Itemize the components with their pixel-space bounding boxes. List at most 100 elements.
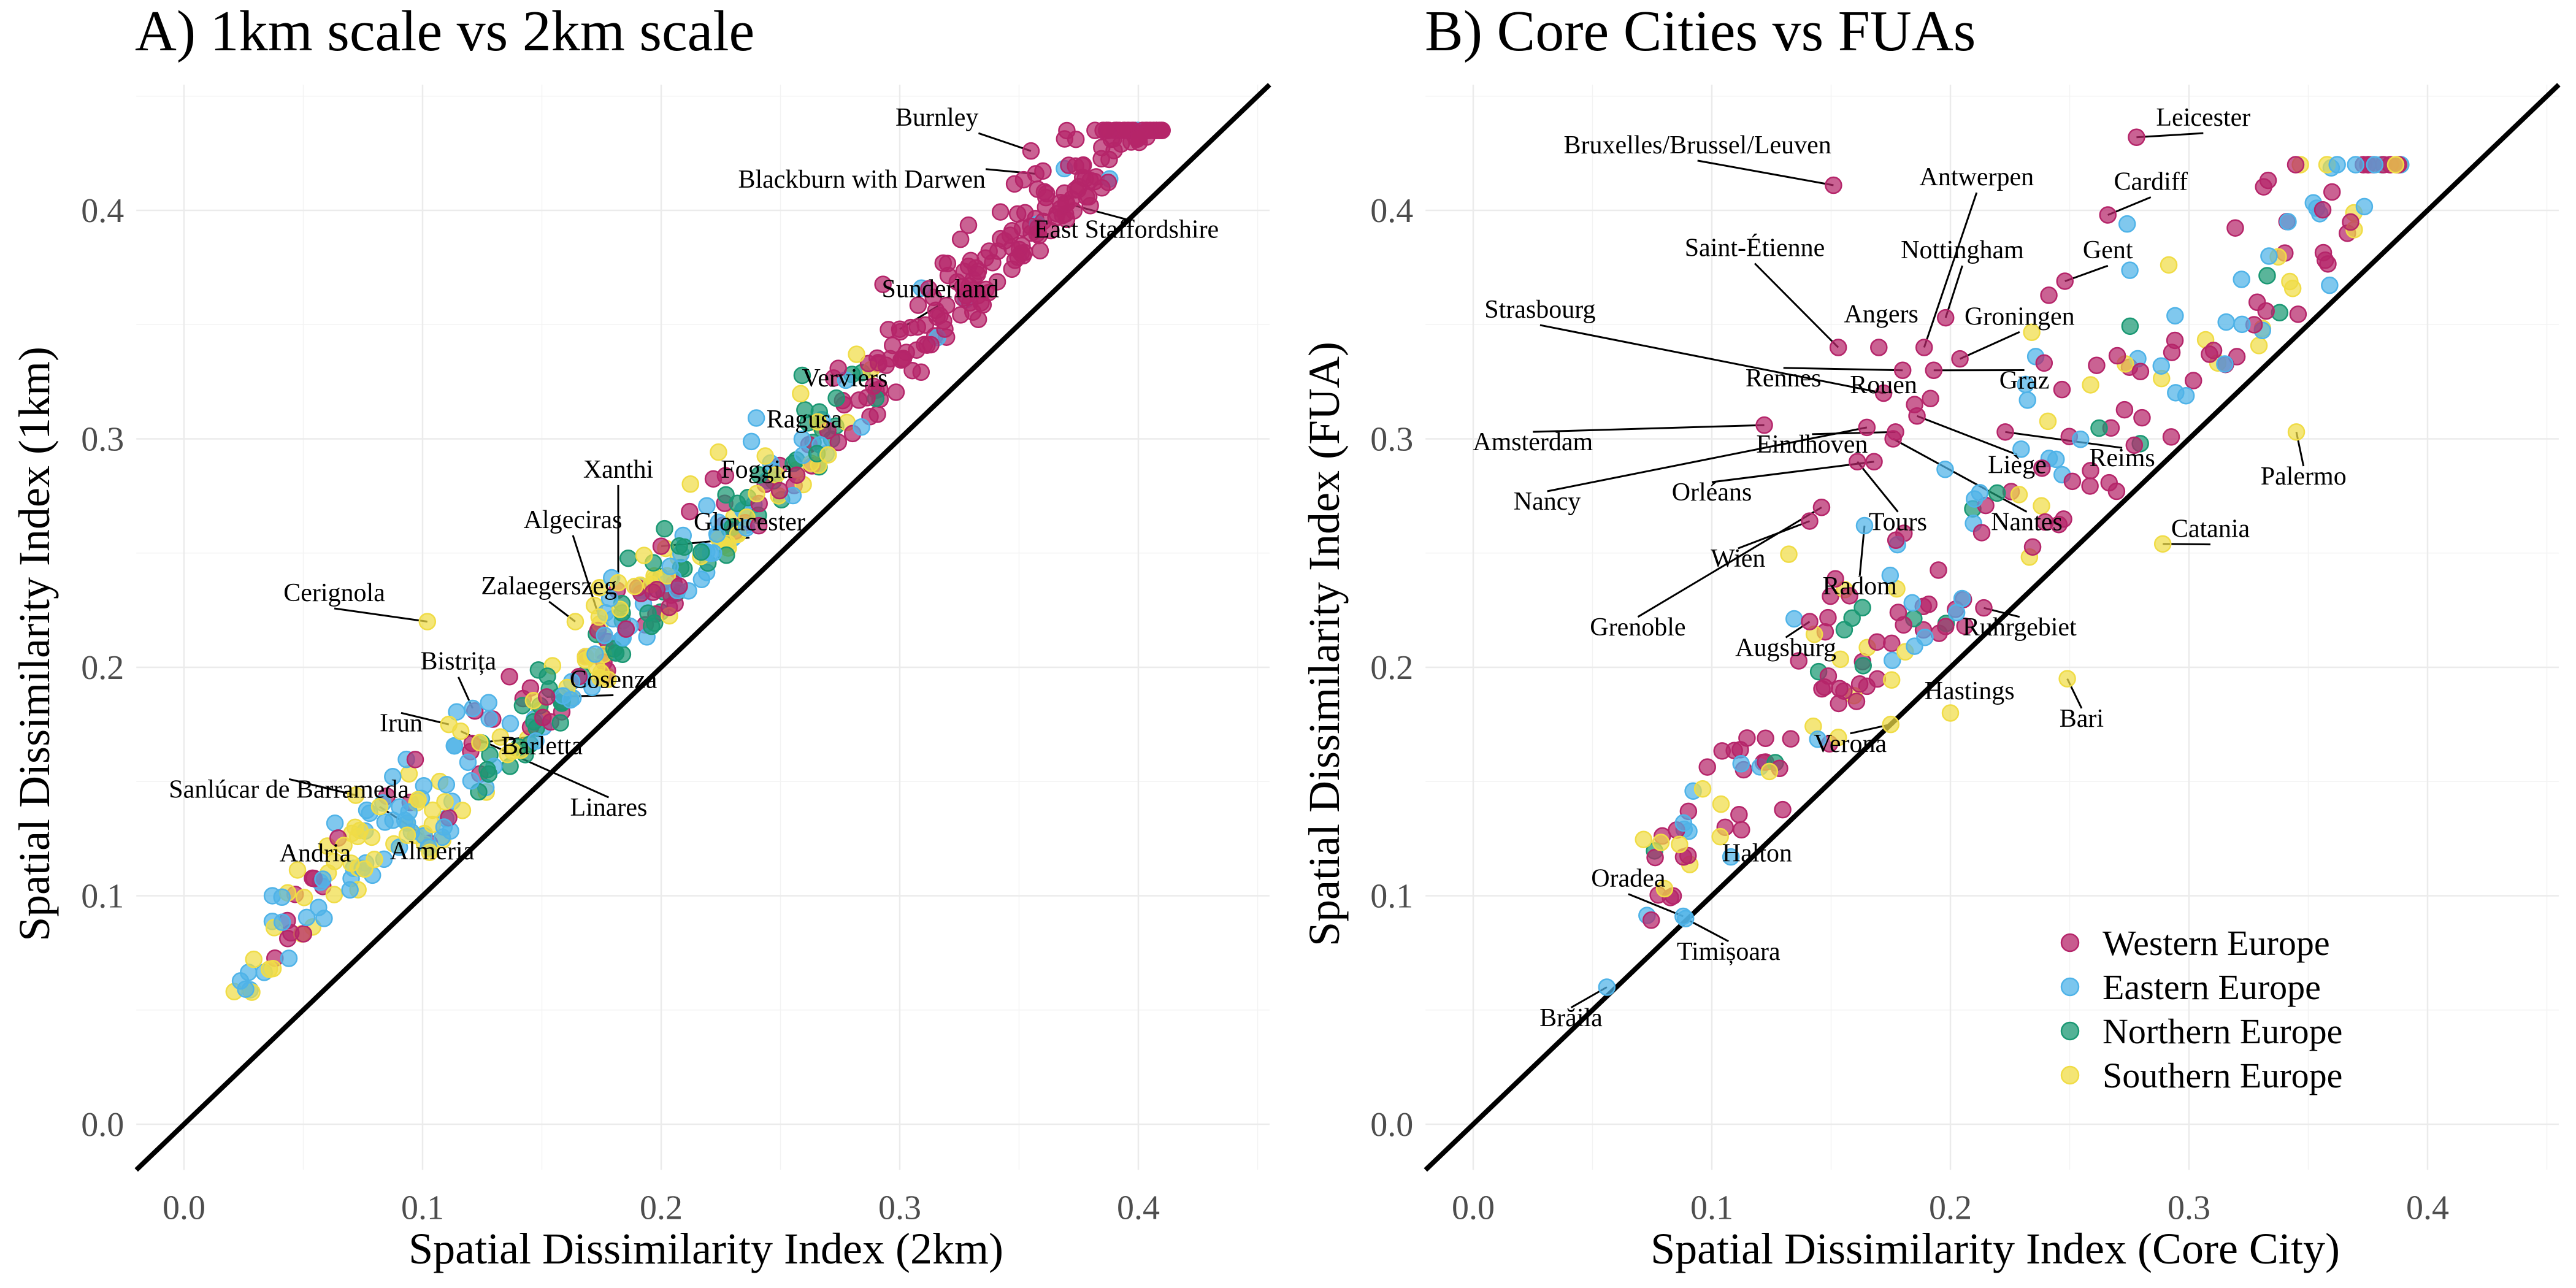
- scatter-point: [661, 558, 679, 575]
- scatter-point: [692, 543, 710, 561]
- scatter-point: [527, 732, 545, 750]
- point-label: Bari: [2060, 705, 2104, 733]
- scatter-point: [480, 694, 497, 711]
- y-tick-label: 0.0: [1370, 1106, 1413, 1144]
- scatter-point: [1693, 780, 1712, 798]
- label-leader: [1916, 415, 2018, 456]
- label-leader: [1857, 461, 1899, 513]
- scatter-point: [341, 881, 359, 899]
- panel-b-title: B) Core Cities vs FUAs: [1425, 0, 1976, 63]
- scatter-point: [1733, 821, 1750, 839]
- panel-b-xlabel: Spatial Dissimilarity Index (Core City): [1650, 1224, 2340, 1273]
- scatter-point: [384, 768, 402, 786]
- scatter-point: [613, 645, 632, 664]
- point-label: Gloucester: [694, 508, 805, 537]
- scatter-point: [2023, 323, 2041, 342]
- labeled-point: [335, 837, 353, 854]
- legend-swatch: [2060, 1065, 2080, 1085]
- scatter-point: [916, 316, 935, 334]
- labeled-point: [1812, 499, 1831, 516]
- labeled-point: [471, 734, 489, 752]
- label-leader: [2136, 132, 2204, 139]
- labeled-point: [464, 699, 481, 718]
- scatter-point: [749, 516, 768, 535]
- point-label: Graz: [1999, 367, 2050, 395]
- scatter-point: [681, 475, 699, 493]
- scatter-point: [2342, 213, 2359, 231]
- scatter-point: [1712, 795, 1730, 813]
- scatter-point: [829, 433, 848, 451]
- point-label: Cerignola: [283, 579, 385, 607]
- labeled-point: [2058, 670, 2076, 688]
- scatter-point: [2347, 156, 2364, 174]
- scatter-point: [1031, 242, 1049, 259]
- x-tick-label: 0.2: [640, 1189, 683, 1227]
- scatter-point: [2226, 219, 2244, 237]
- point-label: Ragusa: [767, 405, 843, 434]
- scatter-point: [1698, 758, 1716, 776]
- scatter-point: [297, 908, 316, 927]
- scatter-point: [1884, 651, 1901, 669]
- scatter-point: [957, 286, 975, 305]
- scatter-point: [2121, 317, 2139, 335]
- labeled-point: [1022, 142, 1040, 160]
- point-label: Rennes: [1746, 364, 1822, 393]
- point-label: Barletta: [501, 732, 583, 761]
- scatter-point: [2063, 472, 2082, 491]
- label-leader: [1539, 324, 1884, 394]
- scatter-point: [390, 838, 408, 856]
- scatter-point: [991, 203, 1010, 221]
- scatter-point: [1882, 671, 1901, 689]
- scatter-point: [280, 949, 298, 967]
- scatter-point: [1115, 121, 1133, 139]
- scatter-point: [2047, 450, 2065, 469]
- y-tick-label: 0.3: [81, 421, 124, 459]
- reference-line: [134, 83, 1271, 1172]
- scatter-point: [1881, 566, 1899, 585]
- scatter-point: [938, 255, 957, 272]
- panel-a-ylabel: Spatial Dissimilarity Index (1km): [10, 347, 59, 941]
- labeled-point: [1996, 423, 2014, 441]
- scatter-point: [1790, 652, 1807, 670]
- point-label: Orléans: [1672, 478, 1752, 507]
- scatter-point: [2040, 286, 2058, 304]
- scatter-point: [264, 959, 282, 978]
- scatter-point: [437, 776, 456, 794]
- scatter-point: [635, 546, 653, 564]
- scatter-point: [1965, 490, 1984, 508]
- point-label: Angers: [1844, 301, 1919, 329]
- point-label: Augsburg: [1735, 634, 1836, 662]
- labeled-point: [1925, 361, 1943, 379]
- scatter-point: [617, 620, 635, 638]
- point-label: Liège: [1988, 451, 2047, 479]
- x-tick-label: 0.0: [1452, 1189, 1495, 1227]
- point-label: Groningen: [1965, 302, 2075, 331]
- labeled-point: [1874, 384, 1893, 402]
- labeled-point: [1849, 453, 1866, 470]
- labeled-point: [1858, 418, 1876, 437]
- scatter-point: [245, 950, 263, 968]
- scatter-point: [2255, 178, 2272, 196]
- scatter-point: [1730, 805, 1748, 824]
- scatter-point: [2036, 513, 2054, 531]
- y-tick-label: 0.3: [1370, 421, 1413, 459]
- panel-a-title: A) 1km scale vs 2km scale: [135, 0, 754, 63]
- labeled-point: [1722, 848, 1740, 866]
- scatter-point: [398, 826, 416, 845]
- scatter-point: [2039, 412, 2057, 431]
- scatter-point: [1713, 742, 1731, 760]
- labeled-point: [609, 573, 627, 592]
- scatter-point: [670, 577, 688, 595]
- scatter-point: [2125, 436, 2144, 454]
- scatter-point: [2355, 197, 2374, 216]
- scatter-point: [2018, 391, 2036, 409]
- scatter-point: [356, 860, 374, 878]
- scatter-point: [273, 913, 291, 931]
- scatter-point: [2313, 201, 2332, 219]
- labeled-point: [748, 485, 765, 503]
- point-label: Foggia: [721, 456, 792, 484]
- x-tick-label: 0.3: [878, 1189, 921, 1227]
- legend-swatch: [2060, 977, 2080, 997]
- scatter-point: [445, 737, 464, 755]
